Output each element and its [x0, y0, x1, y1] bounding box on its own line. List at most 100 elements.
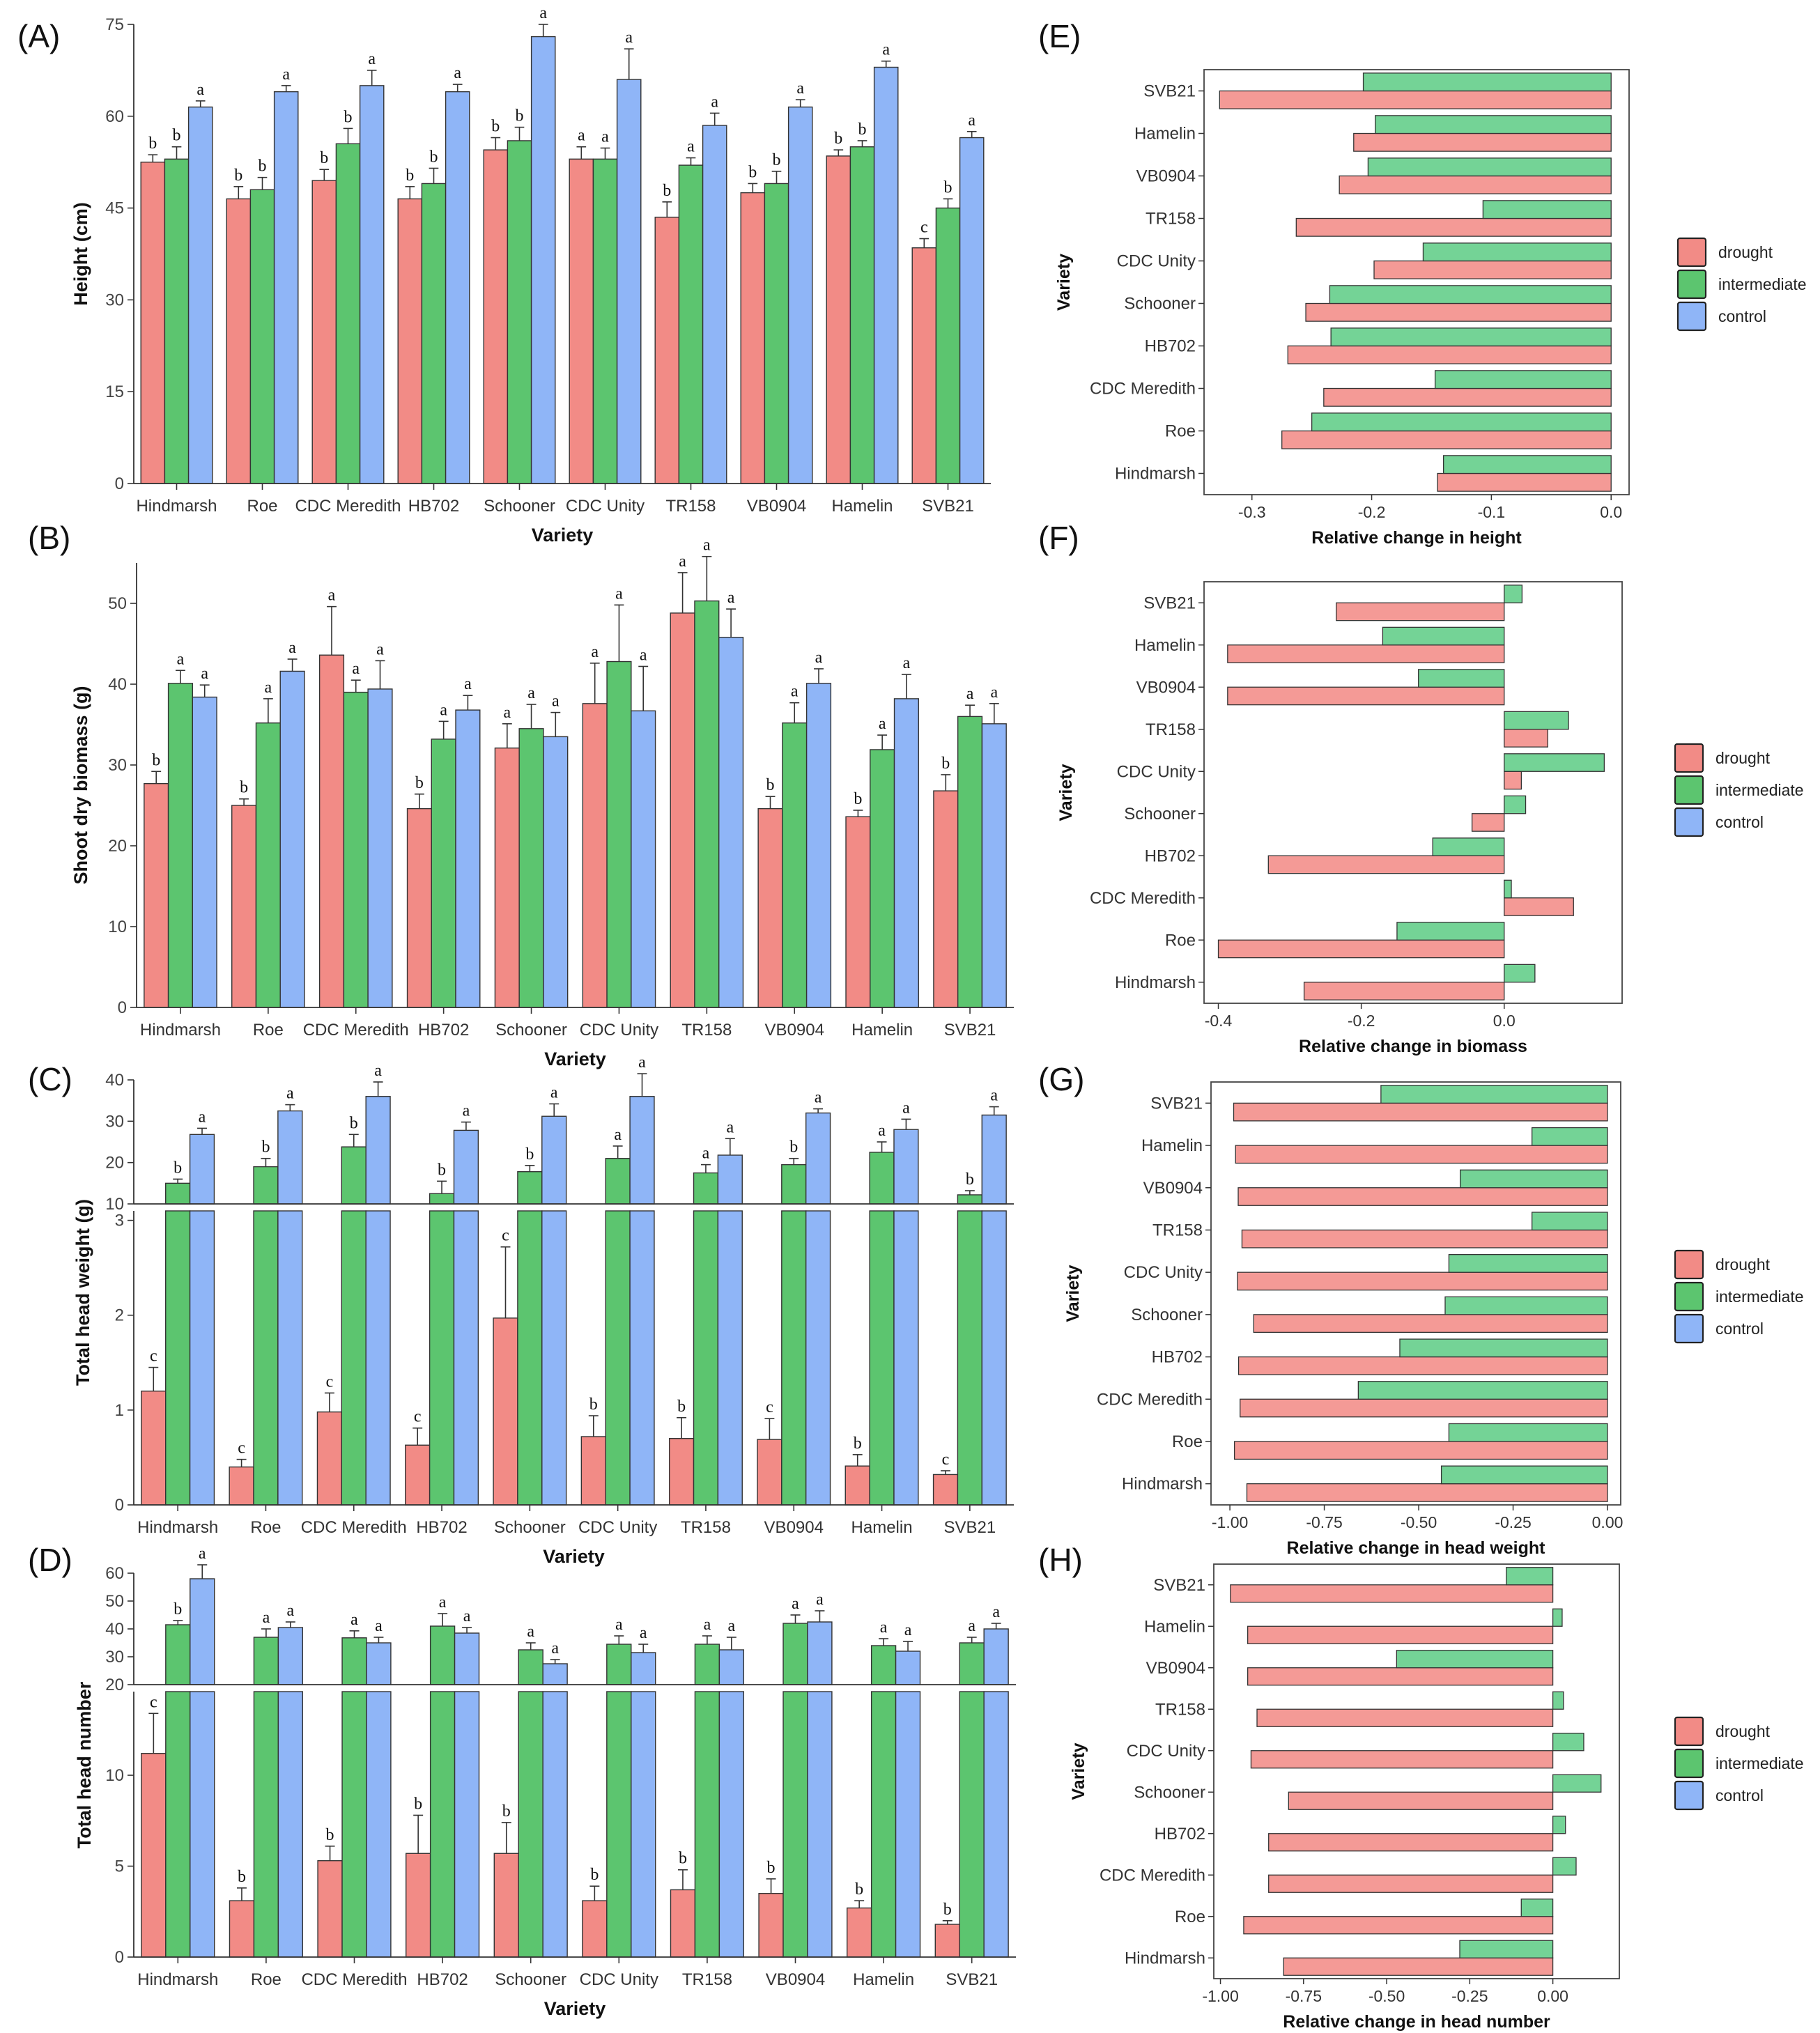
- bar-upper-c.intermediate.cdc-meredith: [341, 1146, 367, 1205]
- y-tick-label: SVB21: [1143, 82, 1196, 101]
- significance-letter: b: [679, 1850, 687, 1868]
- y-tick-label: 30: [105, 1648, 124, 1667]
- bar-d.control.hamelin: [895, 1691, 921, 1958]
- x-tick-label: Hamelin: [831, 497, 893, 516]
- significance-letter: a: [550, 1083, 558, 1101]
- hbar-g.intermediate.svb21: [1380, 1085, 1608, 1104]
- bar-upper-c.control.svb21: [981, 1114, 1007, 1205]
- bar-upper-c.control.tr158: [717, 1154, 743, 1205]
- significance-letter: c: [942, 1451, 950, 1469]
- bar-d.control.tr158: [718, 1691, 745, 1958]
- hbar-e.intermediate.schooner: [1329, 285, 1612, 304]
- significance-letter: a: [439, 1593, 447, 1611]
- y-tick-label: VB0904: [1136, 167, 1196, 186]
- y-tick-label: 0: [115, 474, 124, 493]
- legend-label-control: control: [1715, 813, 1764, 831]
- bar-c.intermediate.hb702: [429, 1210, 455, 1506]
- hbar-e.intermediate.roe: [1311, 412, 1612, 432]
- significance-letter: a: [992, 1603, 1000, 1621]
- bar-upper-c.intermediate.hamelin: [869, 1152, 895, 1205]
- bar-d.control.cdc-unity: [631, 1691, 656, 1958]
- significance-letter: a: [527, 684, 535, 702]
- significance-letter: a: [704, 1616, 711, 1634]
- bar-d.control.vb0904: [807, 1691, 833, 1958]
- x-tick-label: -0.50: [1368, 1987, 1405, 2005]
- bar-c.intermediate.cdc-meredith: [341, 1210, 367, 1506]
- bar-upper-c.intermediate.schooner: [517, 1171, 543, 1205]
- significance-letter: a: [286, 1085, 294, 1103]
- x-tick-label: -0.4: [1205, 1012, 1233, 1030]
- bar-upper-d.control.hindmarsh: [190, 1578, 215, 1685]
- bar-upper-c.control.schooner: [541, 1115, 567, 1205]
- y-tick-label: CDC Meredith: [1097, 1390, 1203, 1409]
- bar-c.control.cdc-meredith: [365, 1210, 391, 1506]
- bar-b.drought.cdc-meredith: [318, 654, 345, 1008]
- bar-a.drought.hamelin: [826, 155, 851, 484]
- significance-letter: b: [350, 1114, 358, 1132]
- significance-letter: a: [464, 675, 472, 693]
- y-tick-label: 0: [118, 998, 127, 1017]
- y-axis-title: Variety: [1056, 764, 1076, 821]
- significance-letter: a: [640, 1624, 647, 1642]
- panel-a: (A)bbbbbabbbcbbbbbaabbbaaaaaaaaaa0153045…: [17, 4, 991, 546]
- significance-letter: a: [990, 1087, 998, 1105]
- hbar-g.intermediate.cdc-meredith: [1357, 1381, 1608, 1400]
- significance-letter: b: [854, 1435, 862, 1453]
- significance-letter: a: [792, 1595, 799, 1613]
- hbar-f.intermediate.cdc-unity: [1504, 753, 1605, 772]
- panel-f: (F) Hindmarsh Roe CDC Meredith HB702 Schooner…: [1038, 520, 1804, 1056]
- hbar-f.drought.tr158: [1504, 729, 1548, 748]
- bar-d.drought.hindmarsh: [141, 1753, 167, 1958]
- y-tick-label: CDC Meredith: [1100, 1866, 1205, 1885]
- bar-upper-c.intermediate.hindmarsh: [165, 1182, 191, 1205]
- significance-letter: b: [748, 163, 757, 181]
- x-tick-label: TR158: [682, 1970, 732, 1989]
- x-tick-label: Hamelin: [851, 1021, 913, 1039]
- x-tick-label: HB702: [408, 497, 459, 516]
- x-tick-label: Schooner: [484, 497, 555, 516]
- panel-label: (G): [1038, 1061, 1084, 1097]
- bar-a.drought.roe: [226, 198, 252, 484]
- x-tick-label: CDC Unity: [578, 1518, 657, 1537]
- y-tick-label: TR158: [1155, 1700, 1205, 1719]
- x-tick-label: -0.50: [1401, 1513, 1437, 1531]
- bar-upper-d.intermediate.hb702: [429, 1625, 456, 1685]
- bar-d.drought.cdc-unity: [582, 1900, 608, 1958]
- bar-d.control.schooner: [542, 1691, 568, 1958]
- bar-d.control.cdc-meredith: [366, 1691, 392, 1958]
- hbar-h.drought.svb21: [1230, 1584, 1554, 1603]
- significance-letter: a: [990, 683, 998, 702]
- significance-letter: a: [904, 1621, 912, 1639]
- hbar-e.intermediate.hindmarsh: [1443, 455, 1612, 474]
- significance-letter: a: [199, 1545, 206, 1563]
- bar-c.intermediate.tr158: [693, 1210, 719, 1506]
- bar-c.drought.cdc-unity: [580, 1436, 606, 1506]
- hbar-g.drought.cdc-unity: [1237, 1271, 1608, 1291]
- y-tick-label: 50: [108, 594, 127, 613]
- bar-b.control.tr158: [718, 637, 744, 1008]
- bar-b.intermediate.hamelin: [870, 749, 895, 1008]
- y-tick-label: 20: [108, 837, 127, 856]
- hbar-h.intermediate.cdc-meredith: [1552, 1857, 1577, 1876]
- x-tick-label: -0.3: [1238, 503, 1266, 521]
- x-tick-label: VB0904: [764, 1518, 824, 1537]
- y-tick-label: 50: [105, 1592, 124, 1611]
- bar-a.drought.schooner: [483, 149, 509, 484]
- significance-letter: b: [590, 1866, 599, 1884]
- bar-b.drought.vb0904: [757, 807, 783, 1008]
- x-tick-label: HB702: [416, 1518, 467, 1537]
- significance-letter: a: [615, 585, 623, 603]
- bar-upper-c.intermediate.cdc-unity: [605, 1158, 631, 1205]
- y-tick-label: Roe: [1172, 1432, 1203, 1451]
- bar-d.drought.schooner: [493, 1853, 519, 1958]
- significance-letter: a: [503, 704, 511, 722]
- significance-letter: b: [238, 1868, 246, 1886]
- significance-letter: b: [941, 755, 950, 773]
- significance-letter: a: [440, 701, 447, 719]
- y-tick-label: 40: [108, 675, 127, 694]
- significance-letter: a: [288, 639, 296, 657]
- bar-d.intermediate.schooner: [518, 1691, 543, 1958]
- bar-a.control.hindmarsh: [187, 106, 213, 484]
- x-axis-title: Relative change in biomass: [1299, 1037, 1527, 1056]
- significance-letter: b: [234, 167, 242, 185]
